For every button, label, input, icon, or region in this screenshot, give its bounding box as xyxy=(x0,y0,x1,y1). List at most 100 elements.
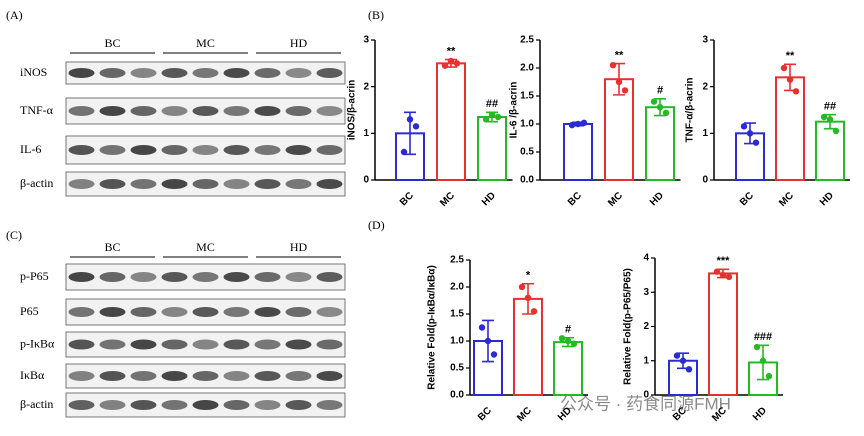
data-point xyxy=(568,121,576,129)
blot-band xyxy=(99,145,126,155)
blot-band xyxy=(285,400,312,410)
blot-band xyxy=(192,68,219,78)
data-point xyxy=(656,104,664,111)
y-axis-label: TNF-α/β-acrin xyxy=(685,77,696,142)
data-point xyxy=(609,61,617,69)
blot-band xyxy=(254,339,281,350)
blot-band xyxy=(223,68,250,78)
blot-row-label: p-P65 xyxy=(20,269,49,283)
y-tick-label: 2.5 xyxy=(450,255,464,266)
blot-band xyxy=(99,307,126,317)
y-axis-label: IL-6 /β-acrin xyxy=(509,82,520,139)
blot-band xyxy=(161,106,188,116)
blot-band xyxy=(254,179,281,189)
blot-band xyxy=(316,307,343,317)
panel-label: (B) xyxy=(368,8,384,22)
y-tick-label: 2.0 xyxy=(520,63,534,74)
blot-band xyxy=(68,272,95,282)
y-tick-label: 0.5 xyxy=(520,147,534,158)
bar xyxy=(563,123,593,181)
data-point xyxy=(719,271,727,279)
blot-band xyxy=(99,339,126,350)
y-axis-label: Relative Fold(p-IκBα/IκBα) xyxy=(427,265,438,390)
blot-band xyxy=(254,106,281,116)
blot-band xyxy=(285,68,312,78)
blot-band xyxy=(223,400,250,410)
y-tick-label: 0 xyxy=(363,175,369,186)
data-point xyxy=(524,294,532,301)
blot-band xyxy=(316,179,343,189)
y-tick-label: 3 xyxy=(363,35,369,46)
blot-band xyxy=(192,179,219,189)
blot-row-label: P65 xyxy=(20,304,39,318)
data-point xyxy=(765,372,773,380)
blot-row-label: iNOS xyxy=(20,65,47,79)
bar xyxy=(815,120,845,181)
blot-row-label: IL-6 xyxy=(20,142,41,156)
data-point xyxy=(558,335,566,342)
data-point xyxy=(725,273,733,281)
data-point xyxy=(792,88,800,95)
blot-band xyxy=(254,68,281,78)
significance-label: # xyxy=(657,85,663,97)
data-point xyxy=(786,76,794,83)
y-tick-label: 4 xyxy=(643,253,649,264)
blot-band xyxy=(285,106,312,116)
data-point xyxy=(494,113,502,121)
blot-band xyxy=(192,106,219,116)
blot-band xyxy=(130,400,157,410)
y-tick-label: 2.5 xyxy=(520,35,534,46)
blot-band xyxy=(192,145,219,155)
significance-label: # xyxy=(565,324,571,336)
data-point xyxy=(490,351,498,358)
blot-band xyxy=(99,272,126,282)
x-tick-label: HD xyxy=(648,190,666,208)
x-tick-label: BC xyxy=(566,190,584,208)
y-tick-label: 0.0 xyxy=(520,175,534,186)
significance-label: ## xyxy=(486,98,498,110)
blot-band xyxy=(316,371,343,381)
blot-band xyxy=(254,371,281,381)
blot-band xyxy=(316,106,343,116)
y-tick-label: 2 xyxy=(643,321,649,332)
blot-band xyxy=(68,371,95,381)
x-tick-label: HD xyxy=(751,405,769,423)
blot-band xyxy=(68,68,95,78)
data-point xyxy=(564,337,572,345)
x-tick-label: MC xyxy=(777,190,796,209)
panel-label: (D) xyxy=(368,218,385,232)
blot-band xyxy=(68,145,95,155)
blot-band xyxy=(130,179,157,189)
y-tick-label: 1.0 xyxy=(520,119,534,130)
x-tick-label: HD xyxy=(480,190,498,208)
panel-label: (C) xyxy=(6,228,22,242)
blot-band xyxy=(68,307,95,317)
bar xyxy=(775,76,805,181)
blot-band xyxy=(316,145,343,155)
blot-band xyxy=(99,400,126,410)
y-tick-label: 2 xyxy=(363,81,369,92)
blot-band xyxy=(99,68,126,78)
watermark: 公众号 · 药食同源FMH xyxy=(560,394,731,413)
blot-band xyxy=(223,371,250,381)
blot-band xyxy=(68,179,95,189)
y-tick-label: 0.0 xyxy=(450,390,464,401)
blot-band xyxy=(161,145,188,155)
data-point xyxy=(740,123,748,130)
bar xyxy=(708,272,738,397)
blot-band xyxy=(130,307,157,317)
y-tick-label: 0 xyxy=(702,175,708,186)
blot-band xyxy=(68,339,95,350)
x-tick-label: BC xyxy=(476,405,494,423)
y-tick-label: 1.0 xyxy=(450,336,464,347)
y-axis-label: iNOS/β-acrin xyxy=(347,80,358,141)
blot-band xyxy=(223,272,250,282)
blot-band xyxy=(285,272,312,282)
blot-band xyxy=(161,68,188,78)
blot-band xyxy=(254,272,281,282)
y-tick-label: 0.5 xyxy=(450,363,464,374)
blot-band xyxy=(99,106,126,116)
data-point xyxy=(482,116,490,123)
blot-band xyxy=(192,307,219,317)
